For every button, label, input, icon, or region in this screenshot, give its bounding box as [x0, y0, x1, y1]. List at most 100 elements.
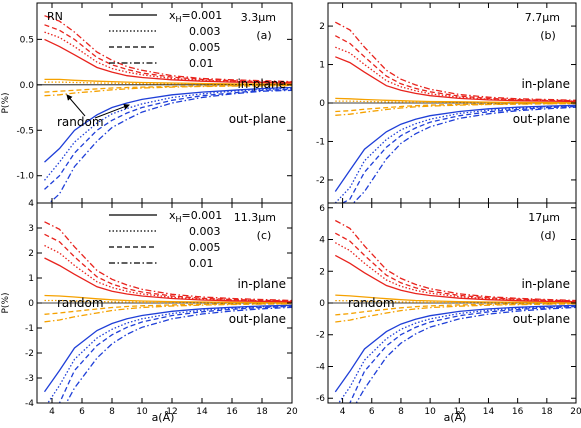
y-tick-label: -1 [316, 137, 325, 147]
out-plane-label: out-plane [513, 112, 570, 126]
series-in-plane-xh-0.005 [44, 24, 292, 83]
series-out-plane-xh-0.005 [58, 305, 292, 403]
out-plane-label: out-plane [229, 112, 286, 126]
series-in-plane-xh-0.01 [44, 15, 292, 83]
x-tick-label: 18 [541, 407, 553, 417]
series-random-xh-0.003 [335, 100, 576, 104]
in-plane-label: in-plane [521, 277, 570, 291]
x-tick-label: 20 [570, 407, 581, 417]
legend-label-0.001: xH=0.001 [169, 209, 222, 224]
series-in-plane-xh-0.005 [334, 35, 576, 102]
series-random-xh-0.005 [44, 302, 292, 315]
series-in-plane-xh-0.005 [44, 233, 292, 302]
out-plane-label: out-plane [229, 312, 286, 326]
y-tick-label: 0.5 [20, 35, 34, 45]
panel-a: -1.0 -0.5 0.0 0.5 P(%) 3.3μm (a) in-plane out-pl… [1, 2, 293, 204]
legend-label-0.01: 0.01 [189, 257, 214, 270]
legend-label-0.01: 0.01 [189, 57, 214, 70]
series-out-plane-xh-0.003 [47, 305, 292, 403]
wavelength-label: 17μm [528, 211, 560, 224]
y-tick-label: 1 [319, 61, 325, 71]
x-tick-label: 10 [136, 407, 148, 417]
series-in-plane-xh-0.001 [334, 254, 576, 303]
panel-label: (c) [257, 229, 272, 242]
panel-b: -2 -1 0 1 2 7.7μm (b) in-plane out-plane [316, 2, 577, 204]
series-out-plane-xh-0.001 [334, 104, 576, 192]
series-random-xh-0.001 [335, 294, 576, 304]
y-tick-label: 6 [319, 204, 325, 214]
series-group [43, 15, 292, 203]
x-tick-label: 14 [196, 407, 208, 417]
y-tick-label: -1 [25, 324, 34, 334]
x-tick-label: 6 [369, 407, 375, 417]
series-in-plane-xh-0.003 [334, 242, 576, 302]
series-random-xh-0.01 [335, 303, 576, 323]
x-tick-label: 4 [49, 407, 55, 417]
series-out-plane-xh-0.003 [337, 305, 576, 403]
random-label: random [348, 296, 395, 310]
y-tick-label: -2 [316, 331, 325, 341]
series-in-plane-xh-0.001 [335, 56, 576, 103]
plot-frame [36, 2, 293, 204]
series-out-plane-xh-0.003 [43, 87, 292, 181]
y-tick-label: 2 [319, 22, 325, 32]
series-group [334, 219, 576, 403]
series-random-xh-0.01 [44, 84, 292, 97]
y-tick-label: -2 [316, 176, 325, 186]
legend-label-0.005: 0.005 [189, 41, 221, 54]
series-random-xh-0.01 [335, 103, 576, 116]
rn-label: RN [47, 10, 63, 23]
series-out-plane-xh-0.01 [352, 106, 576, 203]
series-in-plane-xh-0.001 [44, 38, 292, 84]
y-tick-label: -3 [25, 374, 34, 384]
x-tick-label: 8 [398, 407, 404, 417]
x-tick-label: 12 [454, 407, 465, 417]
series-in-plane-xh-0.003 [44, 244, 292, 302]
y-tick-label: -0.5 [16, 126, 34, 136]
wavelength-label: 3.3μm [241, 11, 276, 24]
series-out-plane-xh-0.005 [341, 105, 576, 203]
y-tick-label: 4 [319, 236, 325, 246]
series-group [43, 221, 292, 403]
x-tick-label: 8 [109, 407, 115, 417]
series-out-plane-xh-0.001 [43, 304, 292, 393]
panel-c: 4 6 8 10 12 14 16 18 20-4-3-2-101234P(%)11.3μm(c… [1, 199, 298, 417]
x-tick-label: 4 [340, 407, 346, 417]
wavelength-label: 11.3μm [234, 211, 276, 224]
x-tick-label: 12 [166, 407, 177, 417]
series-random-xh-0.003 [44, 299, 292, 304]
series-in-plane-xh-0.01 [44, 221, 292, 302]
series-in-plane-xh-0.01 [334, 219, 576, 302]
y-tick-label: 0 [319, 99, 325, 109]
random-arrow-left [66, 94, 86, 117]
y-tick-label: -6 [316, 394, 325, 404]
y-axis-label: P(%) [1, 292, 11, 313]
x-tick-label: 16 [512, 407, 524, 417]
series-out-plane-xh-0.005 [44, 88, 292, 190]
x-tick-label: 6 [79, 407, 85, 417]
y-tick-label: -2 [25, 349, 34, 359]
series-in-plane-xh-0.003 [44, 31, 292, 84]
y-tick-label: 0.0 [20, 81, 35, 91]
y-tick-label: 0 [28, 299, 34, 309]
panel-label: (d) [540, 229, 556, 242]
wavelength-label: 7.7μm [525, 11, 560, 24]
in-plane-label: in-plane [237, 77, 286, 91]
random-arrow-right [94, 103, 130, 119]
in-plane-label: in-plane [521, 77, 570, 91]
y-tick-label: 4 [28, 199, 34, 209]
random-label: random [57, 296, 104, 310]
series-out-plane-xh-0.001 [44, 86, 292, 163]
panel-d: 4 6 8 10 12 14 16 18 20 -6 -4 -2 0 2 4 6 17μm (d) in-plane… [316, 202, 581, 417]
y-tick-label: 2 [319, 267, 325, 277]
legend-label-0.003: 0.003 [189, 225, 221, 238]
series-random-xh-0.003 [44, 81, 292, 86]
series-random-xh-0.001 [335, 97, 576, 104]
x-axis-label-left: a(Å) [152, 411, 175, 424]
y-tick-label: 0 [319, 299, 325, 309]
x-tick-label: 16 [226, 407, 238, 417]
series-out-plane-xh-0.01 [65, 306, 292, 403]
x-tick-label: 10 [424, 407, 436, 417]
y-tick-label: 2 [28, 249, 34, 259]
x-tick-label: 14 [483, 407, 495, 417]
